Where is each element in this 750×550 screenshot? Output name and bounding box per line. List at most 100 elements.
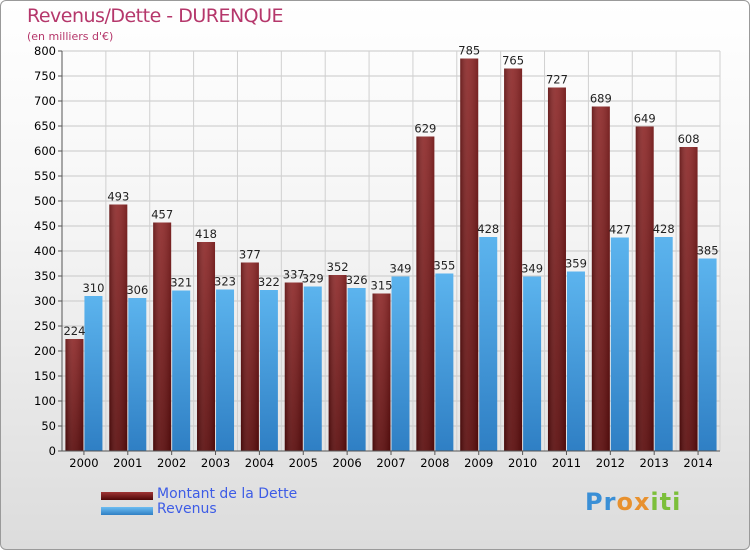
value-label-revenus: 326 [346, 273, 368, 287]
x-tick-label: 2002 [157, 456, 186, 470]
value-label-dette: 649 [634, 112, 656, 126]
value-label-dette: 352 [327, 260, 349, 274]
legend-label-revenus: Revenus [157, 501, 217, 517]
x-tick-label: 2001 [113, 456, 142, 470]
y-tick-label: 800 [34, 44, 56, 58]
bar-revenus-2011 [566, 271, 585, 451]
bar-revenus-2014 [698, 258, 717, 451]
bar-revenus-2012 [610, 237, 629, 451]
bar-dette-shade-2006 [328, 275, 347, 451]
bar-dette-shade-2008 [416, 136, 435, 451]
chart-subtitle: (en milliers d'€) [27, 30, 114, 43]
x-tick-label: 2004 [245, 456, 274, 470]
x-tick-label: 2008 [420, 456, 449, 470]
value-label-revenus: 349 [521, 262, 543, 276]
bar-dette-shade-2004 [240, 262, 259, 451]
value-label-dette: 765 [502, 54, 524, 68]
y-tick-label: 650 [34, 119, 56, 133]
bar-dette-shade-2012 [591, 106, 610, 451]
value-label-revenus: 385 [697, 244, 719, 258]
x-tick-label: 2000 [69, 456, 98, 470]
bar-revenus-2002 [172, 290, 191, 451]
chart-title: Revenus/Dette - DURENQUE [27, 5, 284, 27]
value-label-dette: 337 [283, 268, 305, 282]
bar-revenus-2010 [523, 276, 542, 451]
y-tick-label: 150 [34, 369, 56, 383]
x-tick-label: 2005 [289, 456, 318, 470]
value-label-revenus: 427 [609, 223, 631, 237]
bar-dette-shade-2014 [679, 147, 698, 451]
value-label-revenus: 355 [433, 259, 455, 273]
bar-revenus-2003 [216, 289, 235, 451]
value-label-revenus: 428 [477, 222, 499, 236]
x-tick-label: 2010 [508, 456, 537, 470]
value-label-revenus: 359 [565, 257, 587, 271]
proxiti-logo: Proxiti [585, 488, 682, 516]
bar-dette-shade-2001 [109, 204, 128, 451]
y-tick-label: 300 [34, 294, 56, 308]
bar-dette-shade-2010 [504, 68, 523, 451]
bar-dette-shade-2003 [197, 242, 216, 451]
y-tick-label: 250 [34, 319, 56, 333]
legend-swatch-revenus [101, 507, 153, 515]
bar-revenus-2004 [259, 290, 278, 451]
bar-dette-shade-2011 [547, 87, 566, 451]
value-label-dette: 418 [195, 227, 217, 241]
value-label-revenus: 306 [126, 283, 148, 297]
bar-revenus-2013 [654, 237, 673, 451]
bar-dette-shade-2009 [460, 58, 479, 451]
value-label-dette: 315 [371, 279, 393, 293]
y-tick-label: 550 [34, 169, 56, 183]
value-label-revenus: 428 [653, 222, 675, 236]
bar-revenus-2005 [303, 286, 322, 451]
value-label-dette: 224 [63, 324, 85, 338]
y-tick-label: 50 [41, 419, 56, 433]
value-label-revenus: 323 [214, 275, 236, 289]
y-tick-label: 450 [34, 219, 56, 233]
y-tick-label: 750 [34, 69, 56, 83]
y-tick-label: 350 [34, 269, 56, 283]
bar-dette-shade-2005 [284, 282, 303, 451]
legend-swatch-dette [101, 492, 153, 500]
y-tick-label: 600 [34, 144, 56, 158]
value-label-dette: 608 [678, 132, 700, 146]
x-tick-label: 2014 [683, 456, 712, 470]
x-tick-label: 2006 [332, 456, 361, 470]
legend-label-dette: Montant de la Dette [157, 486, 298, 502]
value-label-dette: 457 [151, 208, 173, 222]
x-tick-label: 2013 [640, 456, 669, 470]
value-label-revenus: 310 [82, 281, 104, 295]
bar-dette-shade-2002 [153, 222, 172, 451]
value-label-dette: 377 [239, 248, 261, 262]
bar-revenus-2008 [435, 273, 454, 451]
value-label-revenus: 329 [302, 272, 324, 286]
y-tick-label: 0 [49, 444, 56, 458]
bar-revenus-2007 [391, 276, 410, 451]
y-tick-label: 700 [34, 94, 56, 108]
bar-revenus-2009 [479, 237, 498, 451]
value-label-dette: 785 [458, 44, 480, 58]
x-tick-label: 2007 [376, 456, 405, 470]
y-tick-label: 100 [34, 394, 56, 408]
bar-revenus-2001 [128, 298, 147, 451]
y-tick-label: 500 [34, 194, 56, 208]
y-tick-label: 400 [34, 244, 56, 258]
bar-revenus-2006 [347, 288, 366, 451]
x-tick-label: 2003 [201, 456, 230, 470]
bar-revenus-2000 [84, 296, 103, 451]
value-label-dette: 689 [590, 92, 612, 106]
y-tick-label: 200 [34, 344, 56, 358]
value-label-revenus: 321 [170, 276, 192, 290]
bar-dette-shade-2000 [65, 339, 84, 451]
value-label-dette: 629 [414, 122, 436, 136]
value-label-dette: 493 [107, 190, 129, 204]
value-label-revenus: 349 [390, 262, 412, 276]
x-tick-label: 2009 [464, 456, 493, 470]
bar-dette-shade-2013 [635, 126, 654, 451]
value-label-revenus: 322 [258, 275, 280, 289]
value-label-dette: 727 [546, 73, 568, 87]
bar-dette-shade-2007 [372, 293, 391, 451]
x-tick-label: 2012 [596, 456, 625, 470]
